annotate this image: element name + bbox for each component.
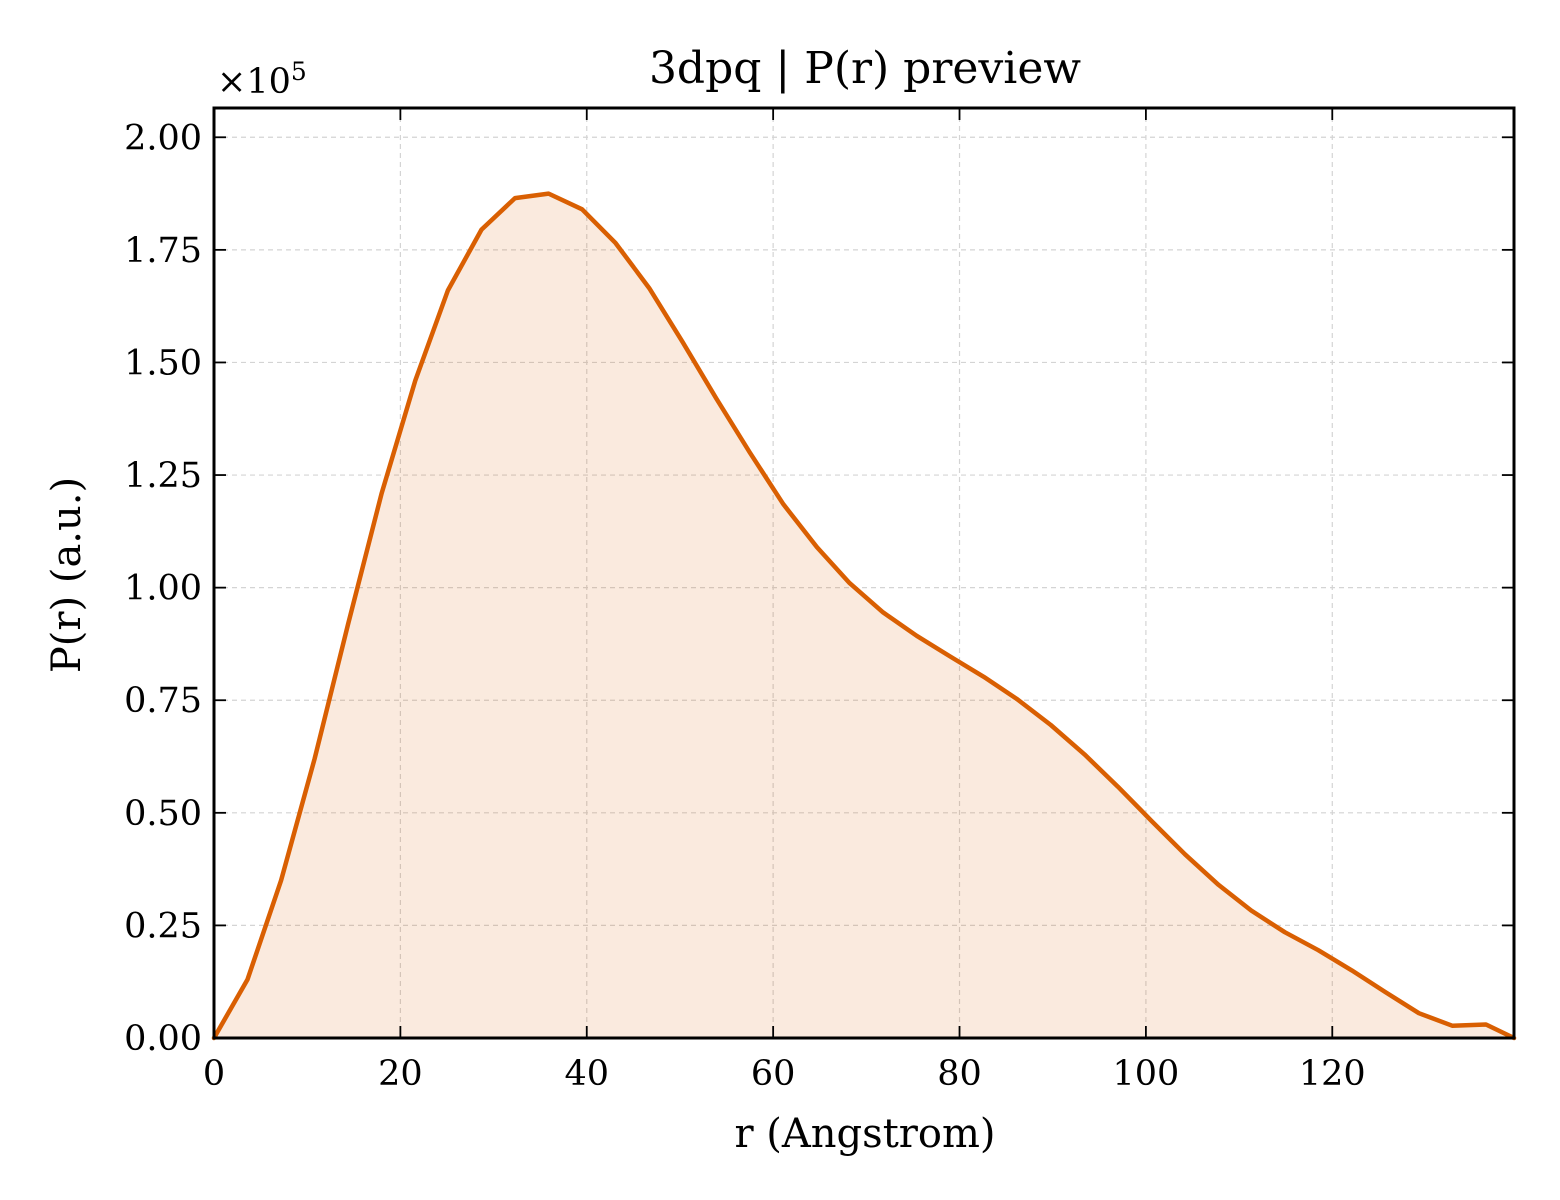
x-tick-label: 80 (937, 1054, 982, 1094)
y-tick-label: 0.00 (124, 1019, 202, 1059)
y-tick-label: 1.50 (124, 343, 202, 383)
y-multiplier-exponent: 5 (291, 57, 307, 86)
x-tick-label: 60 (751, 1054, 796, 1094)
y-tick-label: 1.25 (124, 456, 202, 496)
series-area-layer (214, 193, 1514, 1039)
x-tick-label: 100 (1112, 1054, 1179, 1094)
y-tick-label: 0.25 (124, 906, 202, 946)
y-tick-label: 2.00 (124, 118, 202, 158)
y-tick-label: 1.75 (124, 231, 202, 271)
x-tick-label: 0 (203, 1054, 225, 1094)
series-line (211, 191, 1517, 1041)
x-tick-label: 120 (1299, 1054, 1366, 1094)
y-tick-label: 0.50 (124, 794, 202, 834)
series-area (214, 193, 1514, 1039)
y-axis-multiplier: ×105 (217, 57, 307, 102)
plot-frame (212, 106, 1516, 1040)
x-axis-label: r (Angstrom) (734, 1111, 995, 1157)
chart-title: 3dpq | P(r) preview (649, 43, 1081, 94)
x-tick-label: 20 (378, 1054, 423, 1094)
series-line-layer (211, 191, 1517, 1041)
y-tick-label: 0.75 (124, 681, 202, 721)
y-multiplier-prefix: ×10 (217, 62, 291, 102)
y-tick-label: 1.00 (124, 569, 202, 609)
y-axis-label: P(r) (a.u.) (44, 477, 90, 673)
x-tick-label: 40 (564, 1054, 609, 1094)
grid (214, 108, 1514, 1038)
axis-ticks: 0 20 40 60 80 100 120 0.00 0.25 0.50 0.75 1.00 1.25 1… (124, 108, 1514, 1094)
